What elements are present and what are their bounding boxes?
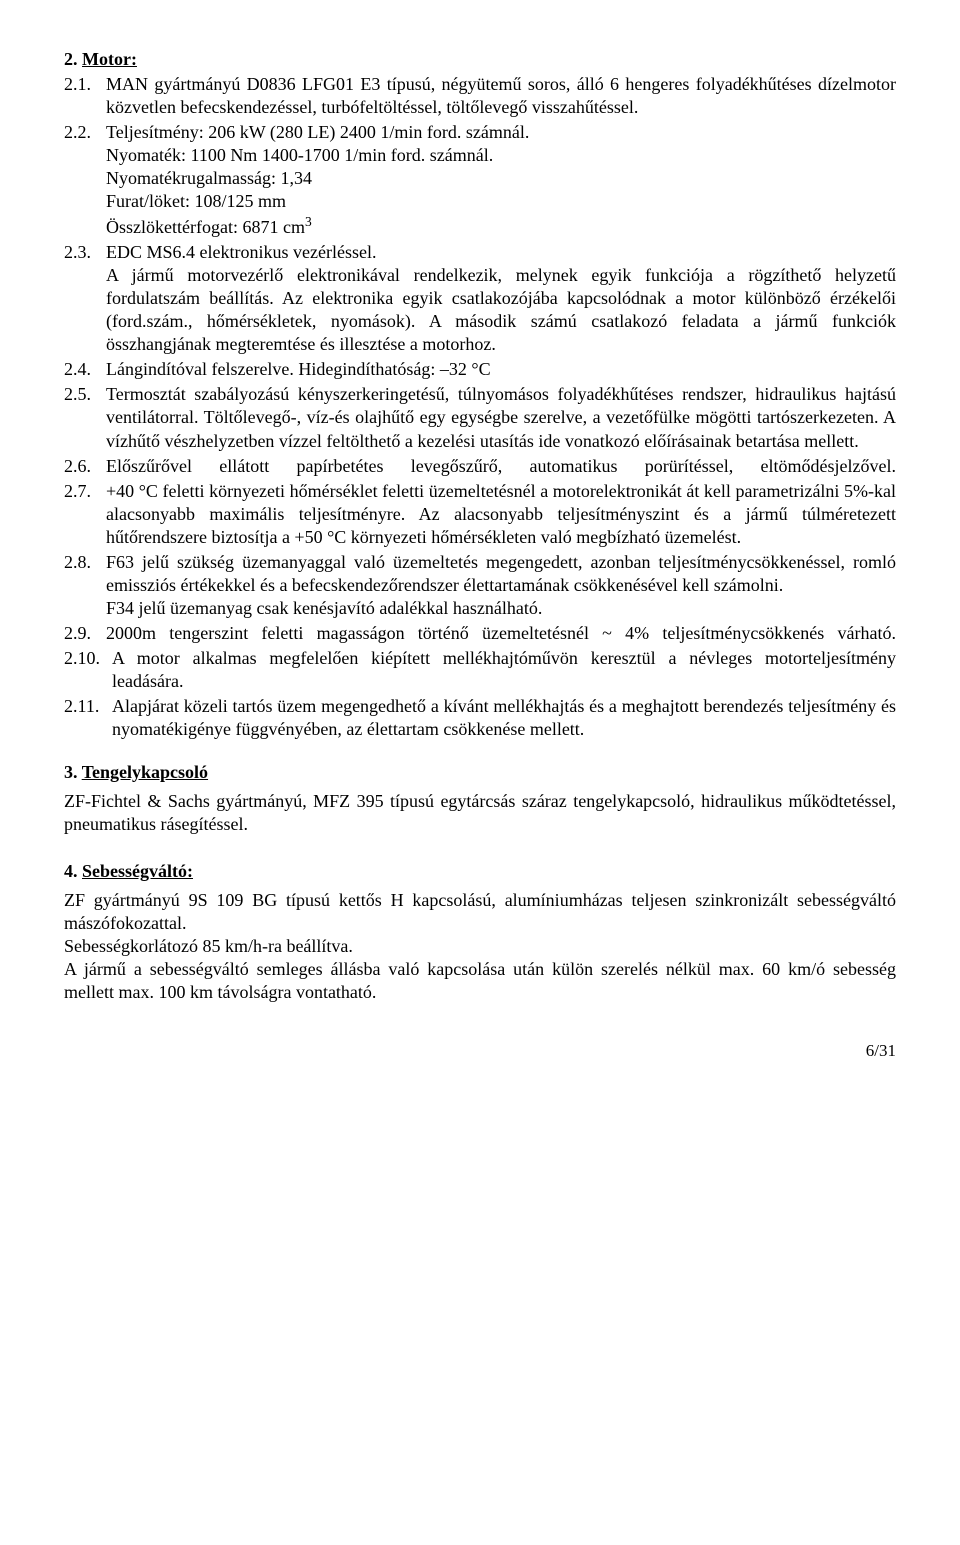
item-2-8-cont: F34 jelű üzemanyag csak kenésjavító adal… xyxy=(106,598,542,618)
item-2-7: 2.7. +40 °C feletti környezeti hőmérsékl… xyxy=(64,480,896,549)
item-2-3-num: 2.3. xyxy=(64,241,106,356)
item-2-1-num: 2.1. xyxy=(64,73,106,119)
section-4-label: Sebességváltó: xyxy=(82,861,193,881)
item-2-3-cont: A jármű motorvezérlő elektronikával rend… xyxy=(106,265,896,354)
item-2-10: 2.10. A motor alkalmas megfelelően kiépí… xyxy=(64,647,896,693)
item-2-8-text: F63 jelű szükség üzemanyaggal való üzeme… xyxy=(106,551,896,620)
section-3-label: Tengelykapcsoló xyxy=(82,762,208,782)
section-4-num: 4. xyxy=(64,861,78,881)
item-2-8: 2.8. F63 jelű szükség üzemanyaggal való … xyxy=(64,551,896,620)
cubic-sup: 3 xyxy=(305,214,312,229)
item-2-4-num: 2.4. xyxy=(64,358,106,381)
item-2-5-num: 2.5. xyxy=(64,383,106,452)
item-2-8-lead: F63 jelű szükség üzemanyaggal való üzeme… xyxy=(106,552,896,595)
item-2-5: 2.5. Termosztát szabályozású kényszerker… xyxy=(64,383,896,452)
item-2-1-text: MAN gyártmányú D0836 LFG01 E3 típusú, né… xyxy=(106,73,896,119)
section-3-num: 3. xyxy=(64,762,78,782)
item-2-11: 2.11. Alapjárat közeli tartós üzem megen… xyxy=(64,695,896,741)
item-2-2-num: 2.2. xyxy=(64,121,106,239)
item-2-2-l3: Nyomatékrugalmasság: 1,34 xyxy=(106,168,312,188)
item-2-2-l1: Teljesítmény: 206 kW (280 LE) 2400 1/min… xyxy=(106,122,529,142)
section-4-l1: ZF gyártmányú 9S 109 BG típusú kettős H … xyxy=(64,890,896,933)
section-3-body: ZF-Fichtel & Sachs gyártmányú, MFZ 395 t… xyxy=(64,790,896,836)
item-2-4-text: Lángindítóval felszerelve. Hidegindíthat… xyxy=(106,358,896,381)
item-2-2-l5: Összlökettérfogat: 6871 cm3 xyxy=(106,217,312,237)
item-2-10-num: 2.10. xyxy=(64,647,112,693)
section-4-l2: Sebességkorlátozó 85 km/h-ra beállítva. xyxy=(64,936,353,956)
item-2-3-lead: EDC MS6.4 elektronikus vezérléssel. xyxy=(106,242,376,262)
section-2-num: 2. xyxy=(64,49,78,69)
item-2-2-l4: Furat/löket: 108/125 mm xyxy=(106,191,286,211)
page-number: 6/31 xyxy=(64,1040,896,1062)
item-2-7-num: 2.7. xyxy=(64,480,106,549)
section-4-l3: A jármű a sebességváltó semleges állásba… xyxy=(64,959,896,1002)
item-2-2-l5-pre: Összlökettérfogat: 6871 cm xyxy=(106,217,305,237)
item-2-3-text: EDC MS6.4 elektronikus vezérléssel. A já… xyxy=(106,241,896,356)
section-2-heading: 2. Motor: xyxy=(64,48,896,71)
section-4-heading: 4. Sebességváltó: xyxy=(64,860,896,883)
section-2-label: Motor: xyxy=(82,49,137,69)
item-2-3: 2.3. EDC MS6.4 elektronikus vezérléssel.… xyxy=(64,241,896,356)
item-2-11-num: 2.11. xyxy=(64,695,112,741)
item-2-9-num: 2.9. xyxy=(64,622,106,645)
item-2-8-num: 2.8. xyxy=(64,551,106,620)
item-2-7-text: +40 °C feletti környezeti hőmérséklet fe… xyxy=(106,480,896,549)
item-2-4: 2.4. Lángindítóval felszerelve. Hidegind… xyxy=(64,358,896,381)
item-2-5-text: Termosztát szabályozású kényszerkeringet… xyxy=(106,383,896,452)
item-2-2-text: Teljesítmény: 206 kW (280 LE) 2400 1/min… xyxy=(106,121,896,239)
item-2-2: 2.2. Teljesítmény: 206 kW (280 LE) 2400 … xyxy=(64,121,896,239)
item-2-11-text: Alapjárat közeli tartós üzem megengedhet… xyxy=(112,695,896,741)
section-4-body: ZF gyártmányú 9S 109 BG típusú kettős H … xyxy=(64,889,896,1004)
item-2-2-l2: Nyomaték: 1100 Nm 1400-1700 1/min ford. … xyxy=(106,145,493,165)
item-2-6-text: Előszűrővel ellátott papírbetétes levegő… xyxy=(106,455,896,478)
item-2-9: 2.9. 2000m tengerszint feletti magasságo… xyxy=(64,622,896,645)
item-2-6-num: 2.6. xyxy=(64,455,106,478)
item-2-6: 2.6. Előszűrővel ellátott papírbetétes l… xyxy=(64,455,896,478)
item-2-9-text: 2000m tengerszint feletti magasságon tör… xyxy=(106,622,896,645)
item-2-1: 2.1. MAN gyártmányú D0836 LFG01 E3 típus… xyxy=(64,73,896,119)
section-3-heading: 3. Tengelykapcsoló xyxy=(64,761,896,784)
item-2-10-text: A motor alkalmas megfelelően kiépített m… xyxy=(112,647,896,693)
